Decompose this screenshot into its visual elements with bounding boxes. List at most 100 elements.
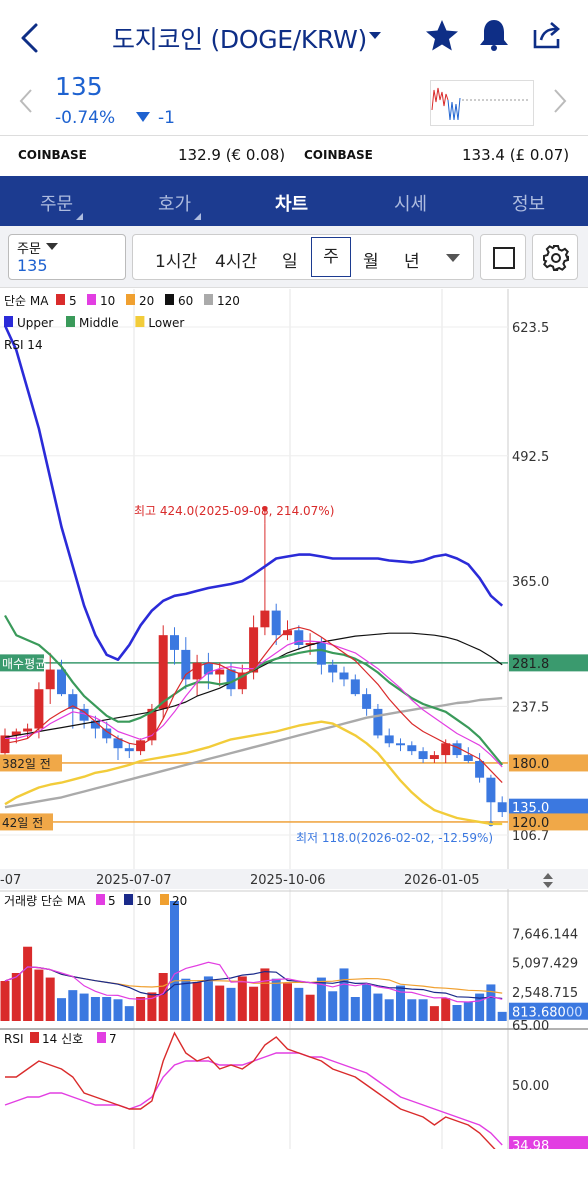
volume-bar xyxy=(170,901,179,1021)
ma-legend: 5 10 20 60 120 xyxy=(56,294,240,308)
left-marker-box xyxy=(0,654,44,672)
date-axis-label: -07 xyxy=(0,873,21,888)
ma-period-label: 60 xyxy=(178,294,193,308)
volume-bar xyxy=(34,969,44,1021)
order-value: 135 xyxy=(17,256,48,275)
price-summary: 135 -0.74% -1 xyxy=(0,70,588,136)
back-icon[interactable] xyxy=(18,22,40,54)
mini-chart[interactable] xyxy=(430,80,534,126)
ma-swatch xyxy=(204,294,213,305)
volume-bar xyxy=(373,993,383,1021)
rsi-swatch xyxy=(97,1032,106,1043)
volume-bar xyxy=(23,946,33,1021)
volume-bar xyxy=(90,997,100,1021)
candle xyxy=(305,643,315,645)
ma-period-label: 10 xyxy=(100,294,115,308)
ma-swatch xyxy=(165,294,174,305)
page-title[interactable]: 도지코인 (DOGE/KRW) xyxy=(112,25,367,54)
chart-area[interactable]: 7,646.144 5,097.429 2,548.715 813.680 00 65.… xyxy=(0,289,588,1149)
rsi-marker-label: 34.98 xyxy=(512,1139,549,1149)
candle xyxy=(463,755,473,761)
candle xyxy=(90,720,100,729)
candle xyxy=(373,708,383,736)
scroll-down-icon xyxy=(543,882,553,888)
candle xyxy=(113,738,123,749)
candle xyxy=(497,802,507,813)
bb-upper-line xyxy=(3,324,504,662)
tab-chart[interactable]: 차트 xyxy=(275,190,308,216)
date-axis-bar xyxy=(0,869,588,889)
high-annotation: 최고 424.0(2025-09-08, 214.07%) xyxy=(134,504,334,518)
tab-label: 차트 xyxy=(275,194,309,215)
date-axis-label: 2026-01-05 xyxy=(404,873,480,888)
candle xyxy=(102,728,112,739)
rsi-period-label: 14 신호 xyxy=(42,1032,83,1046)
candle xyxy=(68,694,78,709)
candle xyxy=(181,649,191,680)
ma5-line xyxy=(4,626,503,784)
volume-bar xyxy=(497,1011,507,1021)
title-dropdown-icon[interactable] xyxy=(368,31,382,41)
interval-1h[interactable]: 1시간 xyxy=(155,252,198,272)
candle xyxy=(486,777,496,803)
volume-marker-box xyxy=(509,1002,588,1020)
interval-week[interactable]: 주 xyxy=(311,237,351,277)
interval-month[interactable]: 월 xyxy=(363,252,379,272)
high-pin-dot xyxy=(262,506,268,512)
chart-toolbar: 주문 135 1시간 4시간 일 주 월 년 xyxy=(0,226,588,288)
next-arrow-icon[interactable] xyxy=(552,88,568,114)
share-icon[interactable] xyxy=(530,18,564,52)
candle xyxy=(441,743,451,756)
tab-info[interactable]: 정보 xyxy=(512,190,545,216)
bb-swatch xyxy=(4,316,13,327)
volume-bar xyxy=(271,978,281,1021)
left-marker-box xyxy=(0,754,62,772)
rsi-axis-label: 65.00 xyxy=(512,1019,549,1034)
volume-bar xyxy=(418,999,428,1021)
rsi-axis-label: 50.00 xyxy=(512,1079,549,1094)
candle xyxy=(283,630,292,636)
volume-bar xyxy=(124,1006,134,1021)
volume-bar xyxy=(396,985,405,1021)
drawing-tool-button[interactable] xyxy=(480,234,526,280)
candle xyxy=(57,669,66,695)
prev-arrow-icon[interactable] xyxy=(18,88,34,114)
candle xyxy=(237,672,247,690)
interval-year[interactable]: 년 xyxy=(404,252,420,272)
interval-day[interactable]: 일 xyxy=(282,252,298,272)
candle xyxy=(249,627,259,673)
order-quick-button[interactable]: 주문 135 xyxy=(8,234,126,280)
interval-dropdown-icon[interactable] xyxy=(446,254,460,263)
price-axis-label: 492.5 xyxy=(512,450,549,465)
star-icon[interactable] xyxy=(424,18,460,52)
tab-order[interactable]: 주문 xyxy=(40,190,84,220)
bell-icon[interactable] xyxy=(476,16,512,52)
candle xyxy=(147,708,157,741)
candle xyxy=(294,630,304,645)
date-axis-label: 2025-07-07 xyxy=(96,873,172,888)
ma-swatch xyxy=(87,294,96,305)
volume-bar xyxy=(283,983,292,1021)
tab-market[interactable]: 시세 xyxy=(394,190,427,216)
candle xyxy=(328,664,338,673)
volume-bar xyxy=(102,997,112,1021)
ma-period-label: 120 xyxy=(217,294,240,308)
volume-bar xyxy=(260,968,270,1021)
volume-bar xyxy=(463,1001,473,1021)
candle xyxy=(45,669,55,690)
date-axis-label: 2025-10-06 xyxy=(250,873,326,888)
price-marker-label: 120.0 xyxy=(512,816,549,831)
price-axis-label: 106.7 xyxy=(512,829,549,844)
volume-bar xyxy=(158,973,168,1021)
volume-ma-swatch xyxy=(124,894,133,905)
tab-orderbook[interactable]: 호가 xyxy=(158,190,202,220)
interval-4h[interactable]: 4시간 xyxy=(215,252,258,272)
volume-bar xyxy=(113,999,123,1021)
chart-settings-button[interactable] xyxy=(532,234,578,280)
change-absolute: -1 xyxy=(158,108,175,128)
volume-legend-title: 거래량 단순 MA xyxy=(4,894,86,908)
volume-bar xyxy=(136,997,146,1021)
exchange-price: 132.9 (€ 0.08) xyxy=(178,146,286,164)
interval-selector: 1시간 4시간 일 주 월 년 xyxy=(132,234,474,280)
volume-legend: 5 10 20 xyxy=(96,894,187,908)
